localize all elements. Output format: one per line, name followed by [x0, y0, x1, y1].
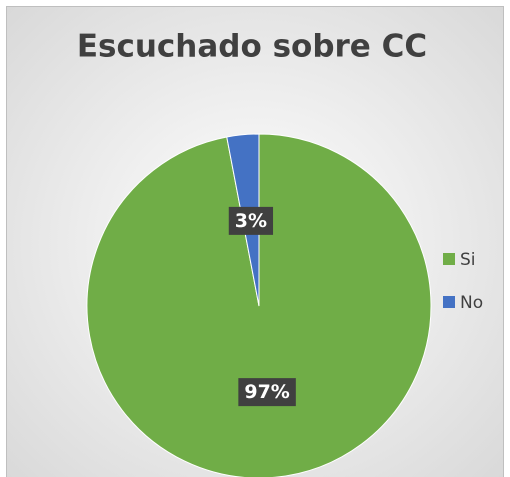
chart-title: Escuchado sobre CC: [77, 29, 427, 65]
data-label-box: [238, 378, 296, 407]
legend-swatch: [443, 296, 455, 308]
data-labels: 97% 3%: [228, 206, 296, 407]
legend-label: No: [460, 293, 483, 313]
pie: [86, 133, 432, 477]
pie-slice: [86, 133, 432, 477]
legend: Si No: [443, 250, 483, 313]
data-label: 97%: [244, 381, 289, 403]
legend-swatch: [443, 253, 455, 265]
data-label: 3%: [235, 210, 267, 232]
legend-label: Si: [460, 250, 476, 270]
data-label-box: [228, 206, 274, 235]
